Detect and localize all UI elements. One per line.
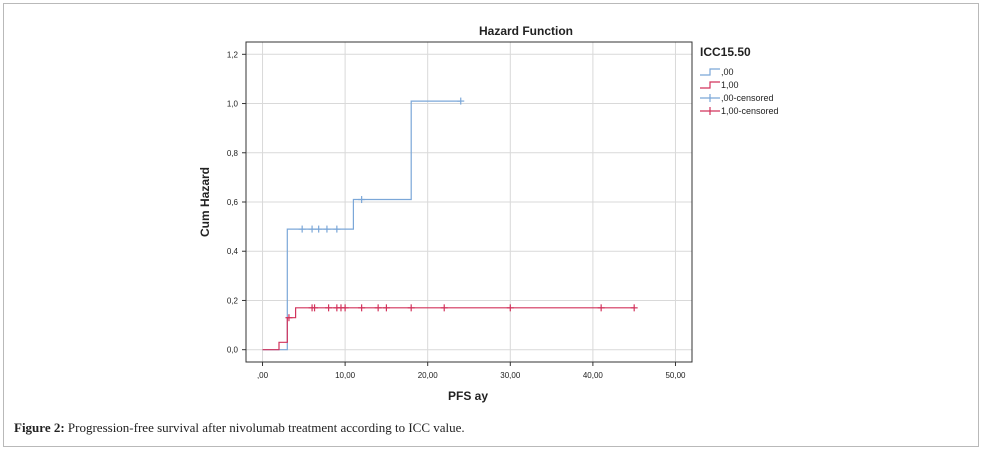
grid-lines — [246, 42, 692, 362]
censor-mark — [308, 225, 316, 233]
y-axis-ticks: 0,0 0,2 0,4 0,6 0,8 1,0 1,2 — [227, 50, 246, 355]
censor-mark — [506, 304, 514, 312]
censor-mark — [341, 304, 349, 312]
censor-mark — [407, 304, 415, 312]
censor-mark — [358, 196, 366, 204]
censor-mark — [457, 97, 465, 105]
x-axis-ticks: ,00 10,00 20,00 30,00 40,00 50,00 — [257, 362, 686, 380]
series-1 — [262, 304, 638, 351]
censor-mark — [597, 304, 605, 312]
y-axis-label: Cum Hazard — [198, 167, 212, 237]
censor-mark — [358, 304, 366, 312]
censor-mark — [374, 304, 382, 312]
y-tick-label: 0,6 — [227, 198, 239, 207]
legend-title: ICC15.50 — [700, 45, 751, 59]
censor-mark — [325, 304, 333, 312]
y-tick-label: 1,0 — [227, 100, 239, 109]
x-tick-label: 50,00 — [665, 371, 686, 380]
y-tick-label: 0,8 — [227, 149, 239, 158]
x-tick-label: 10,00 — [335, 371, 356, 380]
figure-caption: Figure 2: Progression-free survival afte… — [14, 420, 465, 436]
censor-mark — [323, 225, 331, 233]
legend: ICC15.50 ,00 1,00 ,00-censored 1,00-censore… — [700, 45, 779, 116]
x-tick-label: 30,00 — [500, 371, 521, 380]
legend-label: ,00 — [721, 67, 734, 77]
series-line — [262, 307, 635, 351]
caption-label: Figure 2: — [14, 420, 65, 435]
legend-label: ,00-censored — [721, 93, 774, 103]
censor-mark — [285, 314, 293, 322]
legend-entry: ,00-censored — [700, 93, 774, 103]
chart-title: Hazard Function — [479, 24, 573, 38]
legend-entry: ,00 — [700, 67, 734, 77]
hazard-chart: Hazard Function ,00 10,00 20,00 30,00 40,00 5… — [198, 24, 779, 403]
legend-entry: 1,00 — [700, 80, 739, 90]
legend-step-icon — [700, 68, 720, 76]
series-layer — [262, 97, 638, 351]
x-axis-label: PFS ay — [448, 389, 488, 403]
y-tick-label: 0,2 — [227, 296, 239, 305]
legend-step-icon — [700, 81, 720, 89]
x-tick-label: ,00 — [257, 371, 269, 380]
censor-mark — [440, 304, 448, 312]
censor-mark — [311, 304, 319, 312]
y-tick-label: 0,0 — [227, 346, 239, 355]
censor-mark — [333, 225, 341, 233]
figure-frame — [3, 3, 979, 447]
legend-label: 1,00 — [721, 80, 739, 90]
y-tick-label: 1,2 — [227, 50, 239, 59]
censor-mark — [630, 304, 638, 312]
series-line — [262, 100, 461, 351]
censor-mark — [298, 225, 306, 233]
legend-label: 1,00-censored — [721, 106, 779, 116]
y-tick-label: 0,4 — [227, 247, 239, 256]
censor-mark — [382, 304, 390, 312]
x-tick-label: 40,00 — [583, 371, 604, 380]
censor-mark — [315, 225, 323, 233]
x-tick-label: 20,00 — [418, 371, 439, 380]
caption-text: Progression-free survival after nivoluma… — [67, 420, 465, 435]
series-0 — [262, 97, 465, 351]
legend-entry: 1,00-censored — [700, 106, 779, 116]
